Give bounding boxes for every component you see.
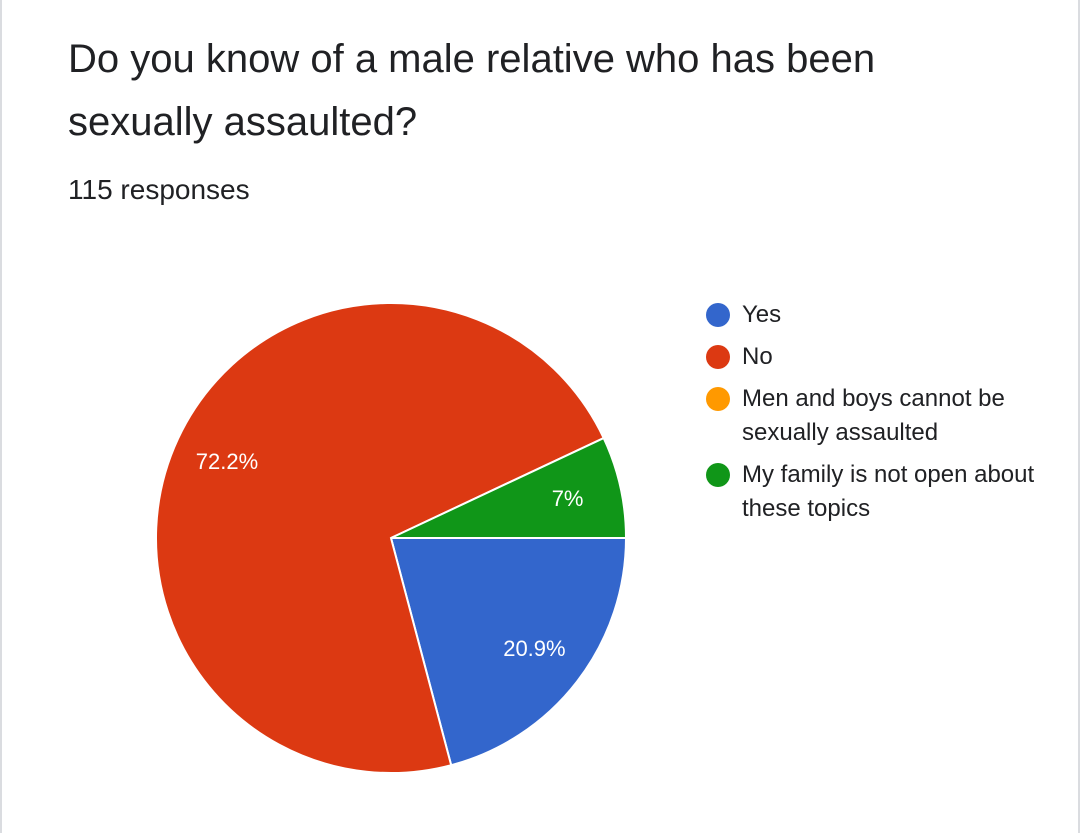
legend-item-3[interactable]: My family is not open about these topics xyxy=(706,458,1036,526)
response-count: 115 responses xyxy=(68,174,250,205)
legend-label: No xyxy=(742,343,773,370)
pie-slice-0[interactable] xyxy=(389,537,628,767)
legend-item-0[interactable]: Yes xyxy=(706,298,1036,332)
legend-label: Men and boys cannot be sexually assaulte… xyxy=(742,385,1005,446)
pie-slice-label-1: 72.2% xyxy=(196,449,258,474)
pie-slice-label-3: 7% xyxy=(552,486,584,511)
legend-label: My family is not open about these topics xyxy=(742,461,1035,522)
legend-swatch-icon xyxy=(706,303,730,327)
legend-item-1[interactable]: No xyxy=(706,340,1036,374)
pie-slice-1[interactable] xyxy=(155,302,606,774)
legend-swatch-icon xyxy=(706,463,730,487)
legend-item-2[interactable]: Men and boys cannot be sexually assaulte… xyxy=(706,382,1036,450)
question-title: Do you know of a male relative who has b… xyxy=(68,37,876,144)
legend-swatch-icon xyxy=(706,345,730,369)
pie-slice-3[interactable] xyxy=(390,436,628,539)
chart-legend: Yes No Men and boys cannot be sexually ass… xyxy=(706,298,1036,534)
legend-swatch-icon xyxy=(706,387,730,411)
pie-slice-label-0: 20.9% xyxy=(503,636,565,661)
legend-label: Yes xyxy=(742,301,782,328)
